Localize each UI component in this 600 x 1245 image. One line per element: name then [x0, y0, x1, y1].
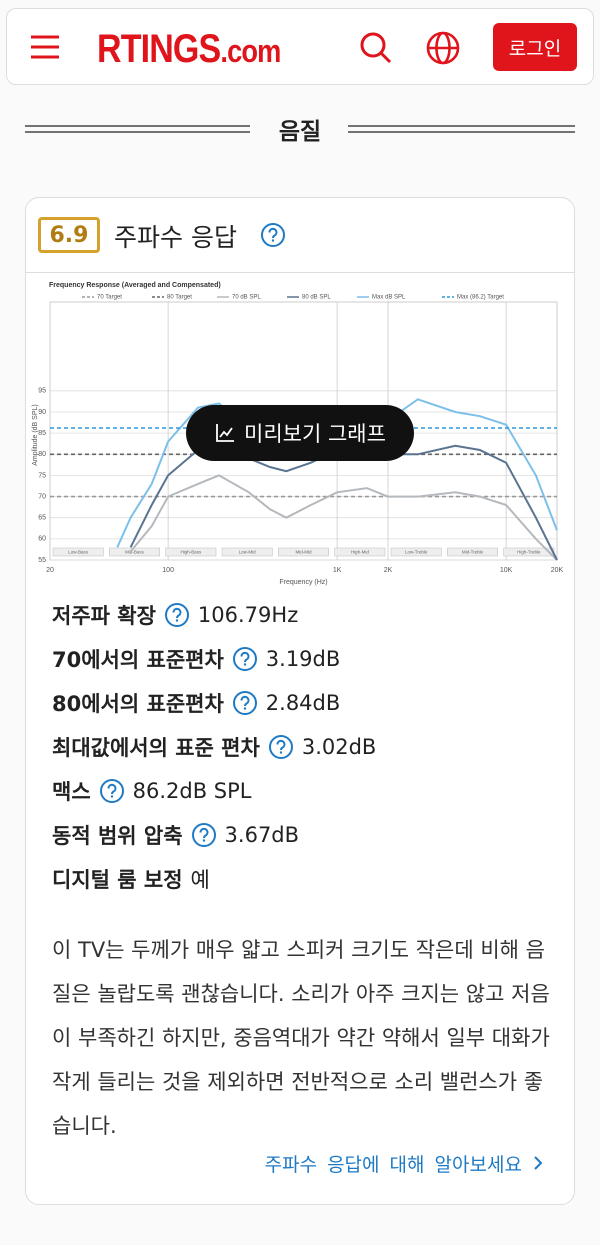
band-label: Mid-Bass [125, 550, 145, 555]
measurement-label: 70에서의 표준편차 [52, 648, 224, 672]
y-axis-label: Amplitude (dB SPL) [32, 404, 39, 465]
measurement-value: 3.02dB [301, 735, 377, 759]
y-tick-label: 75 [38, 472, 46, 479]
logo-suffix: .com [220, 33, 281, 69]
help-icon[interactable] [260, 222, 286, 248]
band-box [165, 547, 217, 557]
y-tick-label: 70 [38, 493, 46, 500]
band-box [52, 547, 104, 557]
band-label: High-Bass [180, 550, 202, 555]
legend-label: 80 Target [167, 295, 192, 301]
x-tick-label: 100 [162, 567, 174, 574]
measurement-value: 3.19dB [265, 647, 341, 671]
header: RTINGS.com 로그인 [6, 8, 594, 85]
menu-icon[interactable] [29, 33, 61, 61]
band-label: Mid-Mid [295, 550, 311, 555]
x-tick-label: 20 [46, 567, 54, 574]
band-label: Low-Bass [68, 550, 89, 555]
x-tick-label: 10K [500, 567, 513, 574]
language-icon[interactable] [425, 30, 461, 66]
measurement-value: 3.67dB [224, 823, 300, 847]
login-button[interactable]: 로그인 [493, 23, 577, 71]
measurement-row: 80에서의 표준편차 2.84dB [52, 688, 340, 718]
description: 이 TV는 두께가 매우 얇고 스피커 크기도 작은데 비해 음질은 놀랍도록 … [52, 938, 550, 1138]
measurement-label: 저주파 확장 [52, 604, 156, 628]
graph-title: Frequency Response (Averaged and Compens… [49, 282, 221, 289]
help-icon[interactable] [164, 602, 190, 628]
measurement-row: 맥스 86.2dB SPL [52, 776, 252, 806]
score: 6.9 [38, 217, 100, 253]
help-icon[interactable] [268, 734, 294, 760]
y-tick-label: 90 [38, 409, 46, 416]
link-text: 주파수 응답에 대해 알아보세요 [264, 1154, 522, 1176]
x-tick-label: 1K [333, 567, 342, 574]
section-title: 음질 [278, 119, 322, 145]
logo[interactable]: RTINGS.com [97, 27, 281, 72]
measurement-value: 2.84dB [265, 691, 341, 715]
logo-main: RTINGS [97, 27, 221, 71]
band-label: Low-Mid [239, 550, 257, 555]
band-box [390, 547, 442, 557]
legend-label: 80 dB SPL [302, 295, 331, 301]
measurement-label: 디지털 룸 보정 [52, 868, 183, 892]
legend-label: Max dB SPL [372, 295, 406, 301]
measurement-label: 80에서의 표준편차 [52, 692, 224, 716]
y-tick-label: 60 [38, 536, 46, 543]
measurement-value: 예 [190, 868, 210, 892]
y-tick-label: 80 [38, 451, 46, 458]
y-tick-label: 95 [38, 388, 46, 395]
help-icon[interactable] [232, 690, 258, 716]
measurement-row: 동적 범위 압축 3.67dB [52, 820, 299, 850]
y-tick-label: 65 [38, 515, 46, 522]
measurement-label: 동적 범위 압축 [52, 824, 183, 848]
learn-more-link[interactable]: 주파수 응답에 대해 알아보세요 [265, 1150, 544, 1177]
series-line [129, 474, 558, 561]
y-tick-label: 55 [38, 557, 46, 564]
band-label: High-Mid [351, 550, 370, 555]
legend-label: 70 dB SPL [232, 295, 261, 301]
legend-label: 70 Target [97, 295, 122, 301]
band-label: Low-Treble [405, 550, 428, 555]
search-icon[interactable] [359, 31, 393, 65]
measurement-row: 디지털 룸 보정 예 [52, 864, 210, 894]
band-box [278, 547, 329, 557]
chevron [534, 1156, 543, 1170]
legend-label: Max (86.2) Target [457, 295, 504, 301]
measurement-row: 저주파 확장 106.79Hz [52, 600, 298, 630]
x-tick-label: 2K [384, 567, 393, 574]
band-box [334, 547, 386, 557]
measurement-value: 86.2dB SPL [132, 779, 252, 803]
button-label: 미리보기 그래프 [244, 422, 386, 446]
x-axis-label: Frequency (Hz) [279, 579, 327, 586]
divider [26, 272, 574, 273]
preview-graph-button[interactable]: 미리보기 그래프 [186, 405, 414, 461]
help-icon[interactable] [191, 822, 217, 848]
help-icon[interactable] [99, 778, 125, 804]
card-title: 주파수 응답 [114, 223, 237, 252]
band-box [447, 547, 498, 557]
measurement-value: 106.79Hz [197, 603, 299, 627]
graph-icon [216, 424, 235, 442]
measurement-row: 최대값에서의 표준 편차 3.02dB [52, 732, 376, 762]
measurement-label: 맥스 [52, 780, 91, 804]
band-label: High-Treble [517, 550, 541, 555]
section-rules [25, 125, 575, 133]
y-tick-label: 85 [38, 430, 46, 437]
band-label: Mid-Treble [462, 550, 484, 555]
measurement-label: 최대값에서의 표준 편차 [52, 736, 260, 760]
help-icon[interactable] [232, 646, 258, 672]
band-box [221, 547, 273, 557]
x-tick-label: 20K [551, 567, 564, 574]
measurement-row: 70에서의 표준편차 3.19dB [52, 644, 340, 674]
